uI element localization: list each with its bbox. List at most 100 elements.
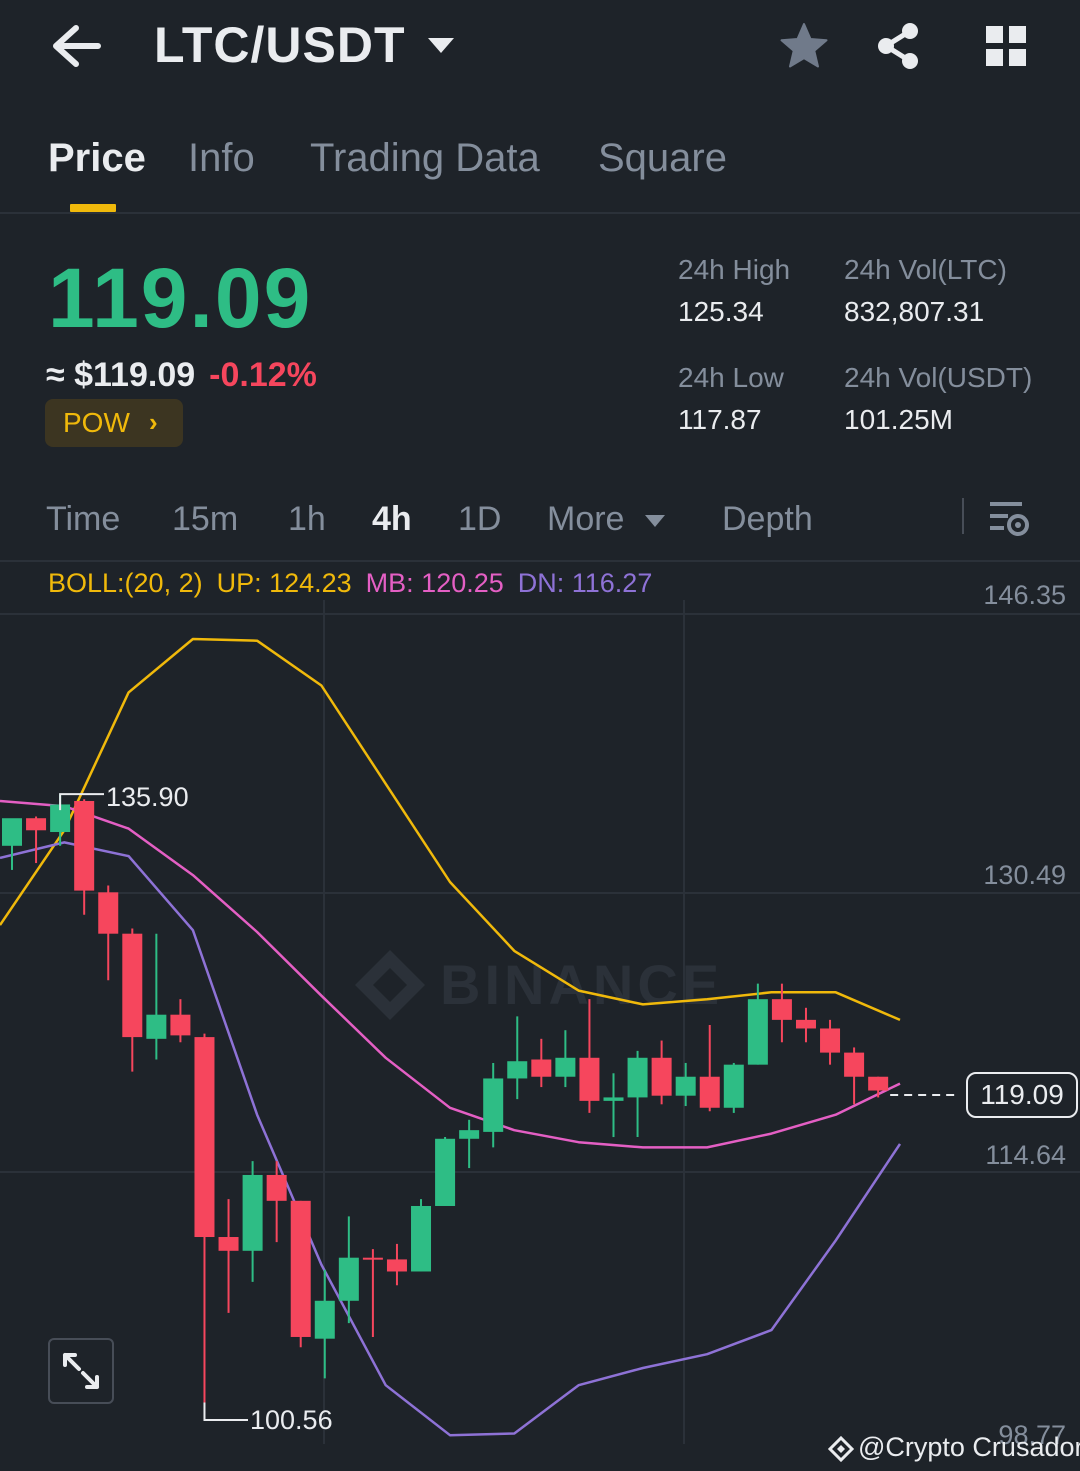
candle-up xyxy=(747,999,768,1065)
layout-grid-button[interactable] xyxy=(978,20,1034,72)
candle-down xyxy=(651,1057,672,1096)
candle-up xyxy=(675,1076,696,1096)
high-price-marker: 135.90 xyxy=(106,782,189,812)
chart-settings-button[interactable] xyxy=(986,496,1032,540)
interval-bar: Time 15m 1h 4h 1D More Depth xyxy=(0,486,1080,562)
expand-icon xyxy=(63,1353,99,1389)
chart-settings-icon xyxy=(990,502,1029,536)
low-price-marker: 100.56 xyxy=(250,1405,333,1435)
candle-up xyxy=(627,1057,648,1098)
credit-watermark: @Crypto Crusador xyxy=(827,1432,1080,1463)
back-arrow-icon xyxy=(53,25,101,67)
tab-price[interactable]: Price xyxy=(48,136,146,180)
stat-24h-vol-usdt-label: 24h Vol(USDT) xyxy=(844,362,1033,393)
boll-up-value: UP: 124.23 xyxy=(216,568,352,598)
interval-more[interactable]: More xyxy=(547,500,666,539)
page-tabs: Price Info Trading Data Square xyxy=(0,110,1080,214)
candle-down xyxy=(26,818,47,831)
tab-square[interactable]: Square xyxy=(598,136,727,180)
candle-down xyxy=(386,1259,407,1272)
pair-selector-caret[interactable] xyxy=(426,36,456,56)
candle-down xyxy=(98,892,119,934)
candle-down xyxy=(218,1237,239,1251)
stat-24h-vol-ltc-value: 832,807.31 xyxy=(844,296,985,327)
boll-mb-value: MB: 120.25 xyxy=(365,568,504,598)
candle-up xyxy=(411,1205,432,1272)
interval-more-label: More xyxy=(547,500,625,538)
candle-up xyxy=(338,1257,359,1301)
category-tag-button[interactable]: POW › xyxy=(45,399,183,447)
candle-up xyxy=(2,818,22,846)
candle-up xyxy=(555,1057,576,1077)
binance-watermark: BINANCE xyxy=(440,953,723,1016)
caret-down-icon xyxy=(644,515,665,528)
interval-1d[interactable]: 1D xyxy=(458,500,502,538)
indicator-name: BOLL:(20, 2) xyxy=(48,568,203,598)
category-tag-label: POW xyxy=(63,407,130,438)
tab-trading-data[interactable]: Trading Data xyxy=(310,136,540,180)
low-marker-line xyxy=(203,1402,248,1421)
candle-down xyxy=(771,999,792,1020)
candle-down xyxy=(194,1037,215,1238)
current-price-tag[interactable]: 119.09 xyxy=(966,1072,1078,1118)
stat-24h-vol-ltc-label: 24h Vol(LTC) xyxy=(844,254,1007,285)
indicator-legend: BOLL:(20, 2) UP: 124.23 MB: 120.25 DN: 116.… xyxy=(48,568,666,599)
star-icon xyxy=(780,23,828,68)
candle-up xyxy=(507,1061,528,1079)
candle-up xyxy=(314,1300,335,1339)
depth-tab[interactable]: Depth xyxy=(722,500,813,538)
high-marker-line xyxy=(59,793,104,811)
trading-pair-title[interactable]: LTC/USDT xyxy=(154,17,406,73)
interval-15m[interactable]: 15m xyxy=(172,500,239,538)
candle-up xyxy=(723,1064,744,1108)
caret-down-icon xyxy=(428,38,454,53)
candlestick-chart[interactable]: BINANCE xyxy=(0,564,1080,1444)
stat-24h-high-value: 125.34 xyxy=(678,296,764,327)
boll-lower-band xyxy=(0,841,902,1437)
candle-up xyxy=(483,1078,504,1132)
candle-down xyxy=(170,1014,191,1036)
interval-1h[interactable]: 1h xyxy=(288,500,326,538)
boll-middle-band xyxy=(0,799,901,1149)
share-button[interactable] xyxy=(870,20,926,72)
candle-down xyxy=(699,1076,720,1108)
y-axis-label: 114.64 xyxy=(985,1140,1066,1170)
share-icon xyxy=(878,23,918,69)
back-button[interactable] xyxy=(44,20,106,72)
candle-down xyxy=(74,800,95,891)
binance-logo-icon xyxy=(827,1435,855,1462)
candle-down xyxy=(868,1076,889,1091)
divider xyxy=(962,498,964,534)
candle-down xyxy=(531,1059,552,1077)
candle-down xyxy=(362,1257,383,1260)
stat-24h-low-label: 24h Low xyxy=(678,362,784,393)
active-tab-indicator xyxy=(70,204,116,212)
candle-down xyxy=(266,1174,287,1201)
candle-up xyxy=(242,1174,263,1251)
boll-upper-band xyxy=(0,637,901,1022)
candle-down xyxy=(844,1052,865,1077)
fullscreen-button[interactable] xyxy=(48,1338,114,1404)
fiat-price-row: ≈ $119.09 -0.12% xyxy=(46,356,317,395)
binance-watermark-icon xyxy=(355,950,425,1020)
tab-info[interactable]: Info xyxy=(188,136,255,180)
candle-down xyxy=(579,1057,600,1101)
stat-24h-low-value: 117.87 xyxy=(678,404,762,435)
y-axis-label: 146.35 xyxy=(983,580,1066,610)
boll-dn-value: DN: 116.27 xyxy=(517,568,653,598)
interval-time[interactable]: Time xyxy=(46,500,121,538)
chevron-right-icon: › xyxy=(149,407,158,437)
y-axis-label: 130.49 xyxy=(983,860,1066,890)
top-bar: LTC/USDT xyxy=(0,0,1080,96)
favorite-button[interactable] xyxy=(776,20,832,72)
candle-up xyxy=(435,1138,456,1206)
candle-up xyxy=(603,1097,624,1101)
candle-down xyxy=(795,1019,816,1029)
last-price: 119.09 xyxy=(48,251,313,345)
candle-up xyxy=(146,1014,167,1039)
grid-icon xyxy=(986,26,1026,66)
candle-down xyxy=(290,1200,311,1337)
interval-4h[interactable]: 4h xyxy=(372,500,412,538)
candle-down xyxy=(820,1028,841,1053)
price-change-percent: -0.12% xyxy=(209,356,317,394)
